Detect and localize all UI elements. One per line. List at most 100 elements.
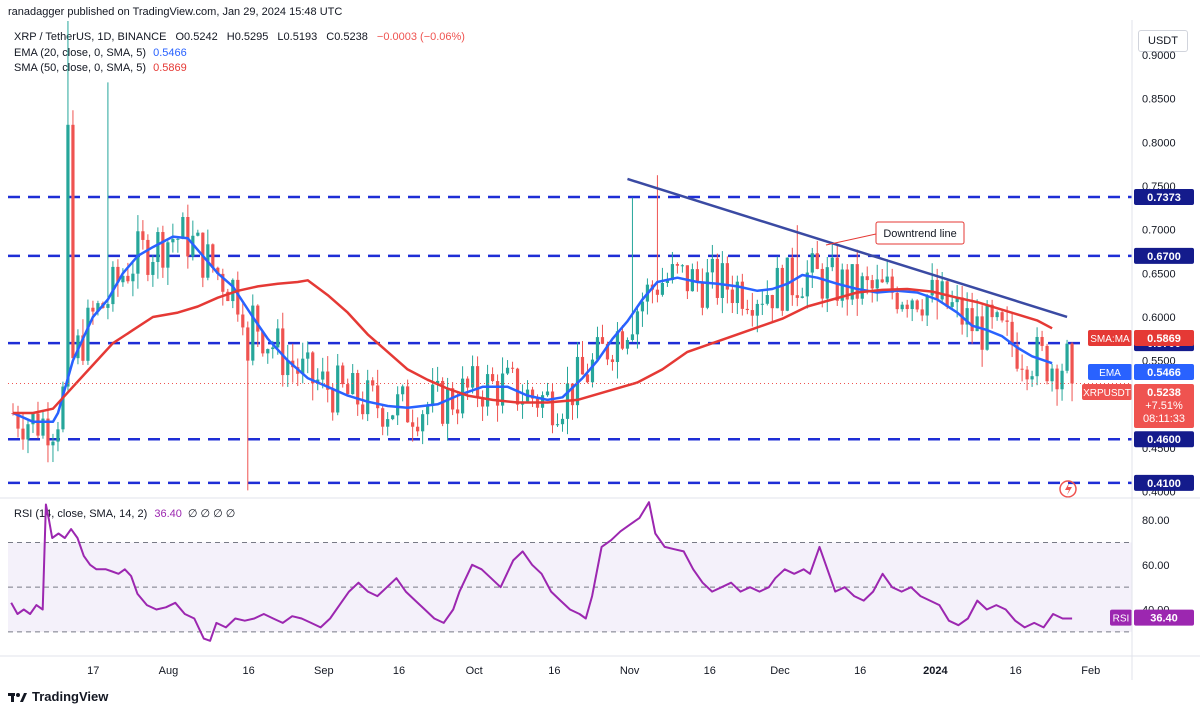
ohlc-change: −0.0003 (−0.06%): [376, 31, 465, 43]
time-tick-label: Oct: [466, 665, 483, 677]
level-price-tag: [1134, 431, 1194, 448]
time-tick-label: 16: [242, 665, 254, 677]
candle-body: [216, 267, 220, 274]
candle-body: [790, 257, 794, 296]
price-tick-label: 0.8500: [1142, 94, 1176, 106]
rsi-line[interactable]: [10, 501, 1073, 642]
candle-body: [740, 281, 744, 309]
ohlc-close: C0.5238: [326, 31, 368, 43]
level-price-tag-label: 0.4100: [1147, 478, 1181, 490]
time-axis[interactable]: 17 Aug 16 Sep 16 Oct 16 Nov 16 Dec 16 2024 16 Feb: [87, 665, 1100, 677]
candle-body: [935, 279, 939, 300]
candle-body: [171, 238, 175, 243]
candle-body: [161, 232, 165, 268]
candle-body: [725, 263, 729, 290]
trendline-callout-box[interactable]: [875, 221, 965, 245]
candle-body: [835, 257, 839, 301]
candle-body: [880, 279, 884, 283]
rsi-badge-label: RSI: [1113, 614, 1130, 625]
candle-body: [251, 305, 255, 361]
sma-line[interactable]: [13, 279, 1053, 415]
candle-body: [86, 307, 90, 361]
candle-body: [336, 365, 340, 413]
candle-body: [66, 124, 70, 387]
candle-body: [865, 276, 869, 281]
candle-body: [1025, 369, 1029, 380]
tradingview-logo: TradingView: [8, 689, 108, 704]
price-tick-label: 0.6500: [1142, 268, 1176, 280]
time-tick-label: 16: [548, 665, 560, 677]
level-price-tag: [1134, 189, 1194, 206]
current-price-change: +7.51%: [1145, 400, 1183, 412]
bar-countdown: 08:11:33: [1143, 413, 1185, 425]
candle-body: [590, 359, 595, 383]
rsi-badge-value: 36.40: [1150, 613, 1178, 625]
candle-body: [141, 231, 145, 240]
time-tick-label: Aug: [159, 665, 179, 677]
candle-body: [246, 327, 250, 361]
sma-price-tag: SMA:MA: [1090, 334, 1130, 345]
downtrend-line[interactable]: [627, 177, 1068, 319]
candle-body: [91, 307, 95, 312]
rsi-pane[interactable]: RSI (14, close, SMA, 14, 2) 36.40 ∅ ∅ ∅ ∅: [8, 501, 1132, 642]
rsi-legend-extra: ∅ ∅ ∅ ∅: [188, 508, 236, 520]
candle-body: [700, 282, 704, 308]
price-tick-label: 0.9000: [1142, 50, 1176, 62]
candle-body: [745, 308, 749, 311]
candle-body: [431, 384, 435, 406]
candle-body: [555, 424, 560, 426]
ema-line[interactable]: [12, 235, 1053, 424]
candle-body: [236, 279, 240, 315]
candle-body: [326, 371, 330, 390]
candle-body: [221, 273, 225, 292]
candle-body: [156, 232, 160, 263]
candle-body: [1050, 368, 1054, 382]
candle-body: [211, 244, 215, 268]
candle-body: [386, 419, 390, 427]
candle-body: [266, 349, 270, 354]
sma-legend[interactable]: SMA (50, close, 0, SMA, 5) 0.5869: [14, 62, 187, 74]
candle-body: [925, 295, 929, 316]
candle-body: [730, 289, 734, 304]
candle-body: [855, 264, 859, 299]
currency-unit-button[interactable]: USDT: [1138, 30, 1188, 52]
ema-price-tag-box: [1088, 364, 1132, 380]
candle-body: [875, 279, 879, 289]
candle-body: [720, 263, 724, 298]
candle-body: [1015, 345, 1019, 369]
candle-body: [620, 331, 625, 349]
candle-body: [990, 304, 994, 318]
price-tick-label: 0.6000: [1142, 312, 1176, 324]
candle-body: [850, 264, 854, 300]
ema-legend-label: EMA (20, close, 0, SMA, 5): [14, 47, 147, 59]
candle-body: [770, 295, 774, 309]
candle-body: [915, 300, 919, 310]
candle-body: [281, 328, 285, 376]
candle-body: [401, 386, 405, 395]
candle-body: [51, 441, 55, 446]
candle-body: [286, 360, 290, 376]
candle-body: [371, 380, 375, 386]
candle-body: [366, 380, 370, 415]
candle-body: [860, 276, 864, 299]
candle-body: [510, 367, 515, 369]
price-pane[interactable]: Downtrend line: [8, 20, 1132, 498]
candle-body: [465, 378, 470, 388]
time-tick-label: 17: [87, 665, 99, 677]
candle-body: [485, 374, 490, 407]
symbol-name: XRP / TetherUS, 1D, BINANCE: [14, 31, 167, 43]
candle-body: [151, 262, 155, 275]
candle-body: [495, 381, 500, 406]
candle-body: [96, 303, 100, 312]
alert-flash-icon[interactable]: [1059, 480, 1077, 498]
time-tick-label: 2024: [923, 665, 948, 677]
candle-body: [306, 352, 310, 359]
sma-price-value-box: [1134, 330, 1194, 346]
rsi-badge-box: [1110, 609, 1132, 626]
price-axis[interactable]: 0.90000.85000.80000.75000.70000.65000.60…: [1082, 50, 1194, 626]
candle-body: [181, 217, 185, 239]
ema-legend[interactable]: EMA (20, close, 0, SMA, 5) 0.5466: [14, 47, 187, 59]
candle-body: [61, 386, 65, 430]
candle-body: [131, 273, 135, 282]
